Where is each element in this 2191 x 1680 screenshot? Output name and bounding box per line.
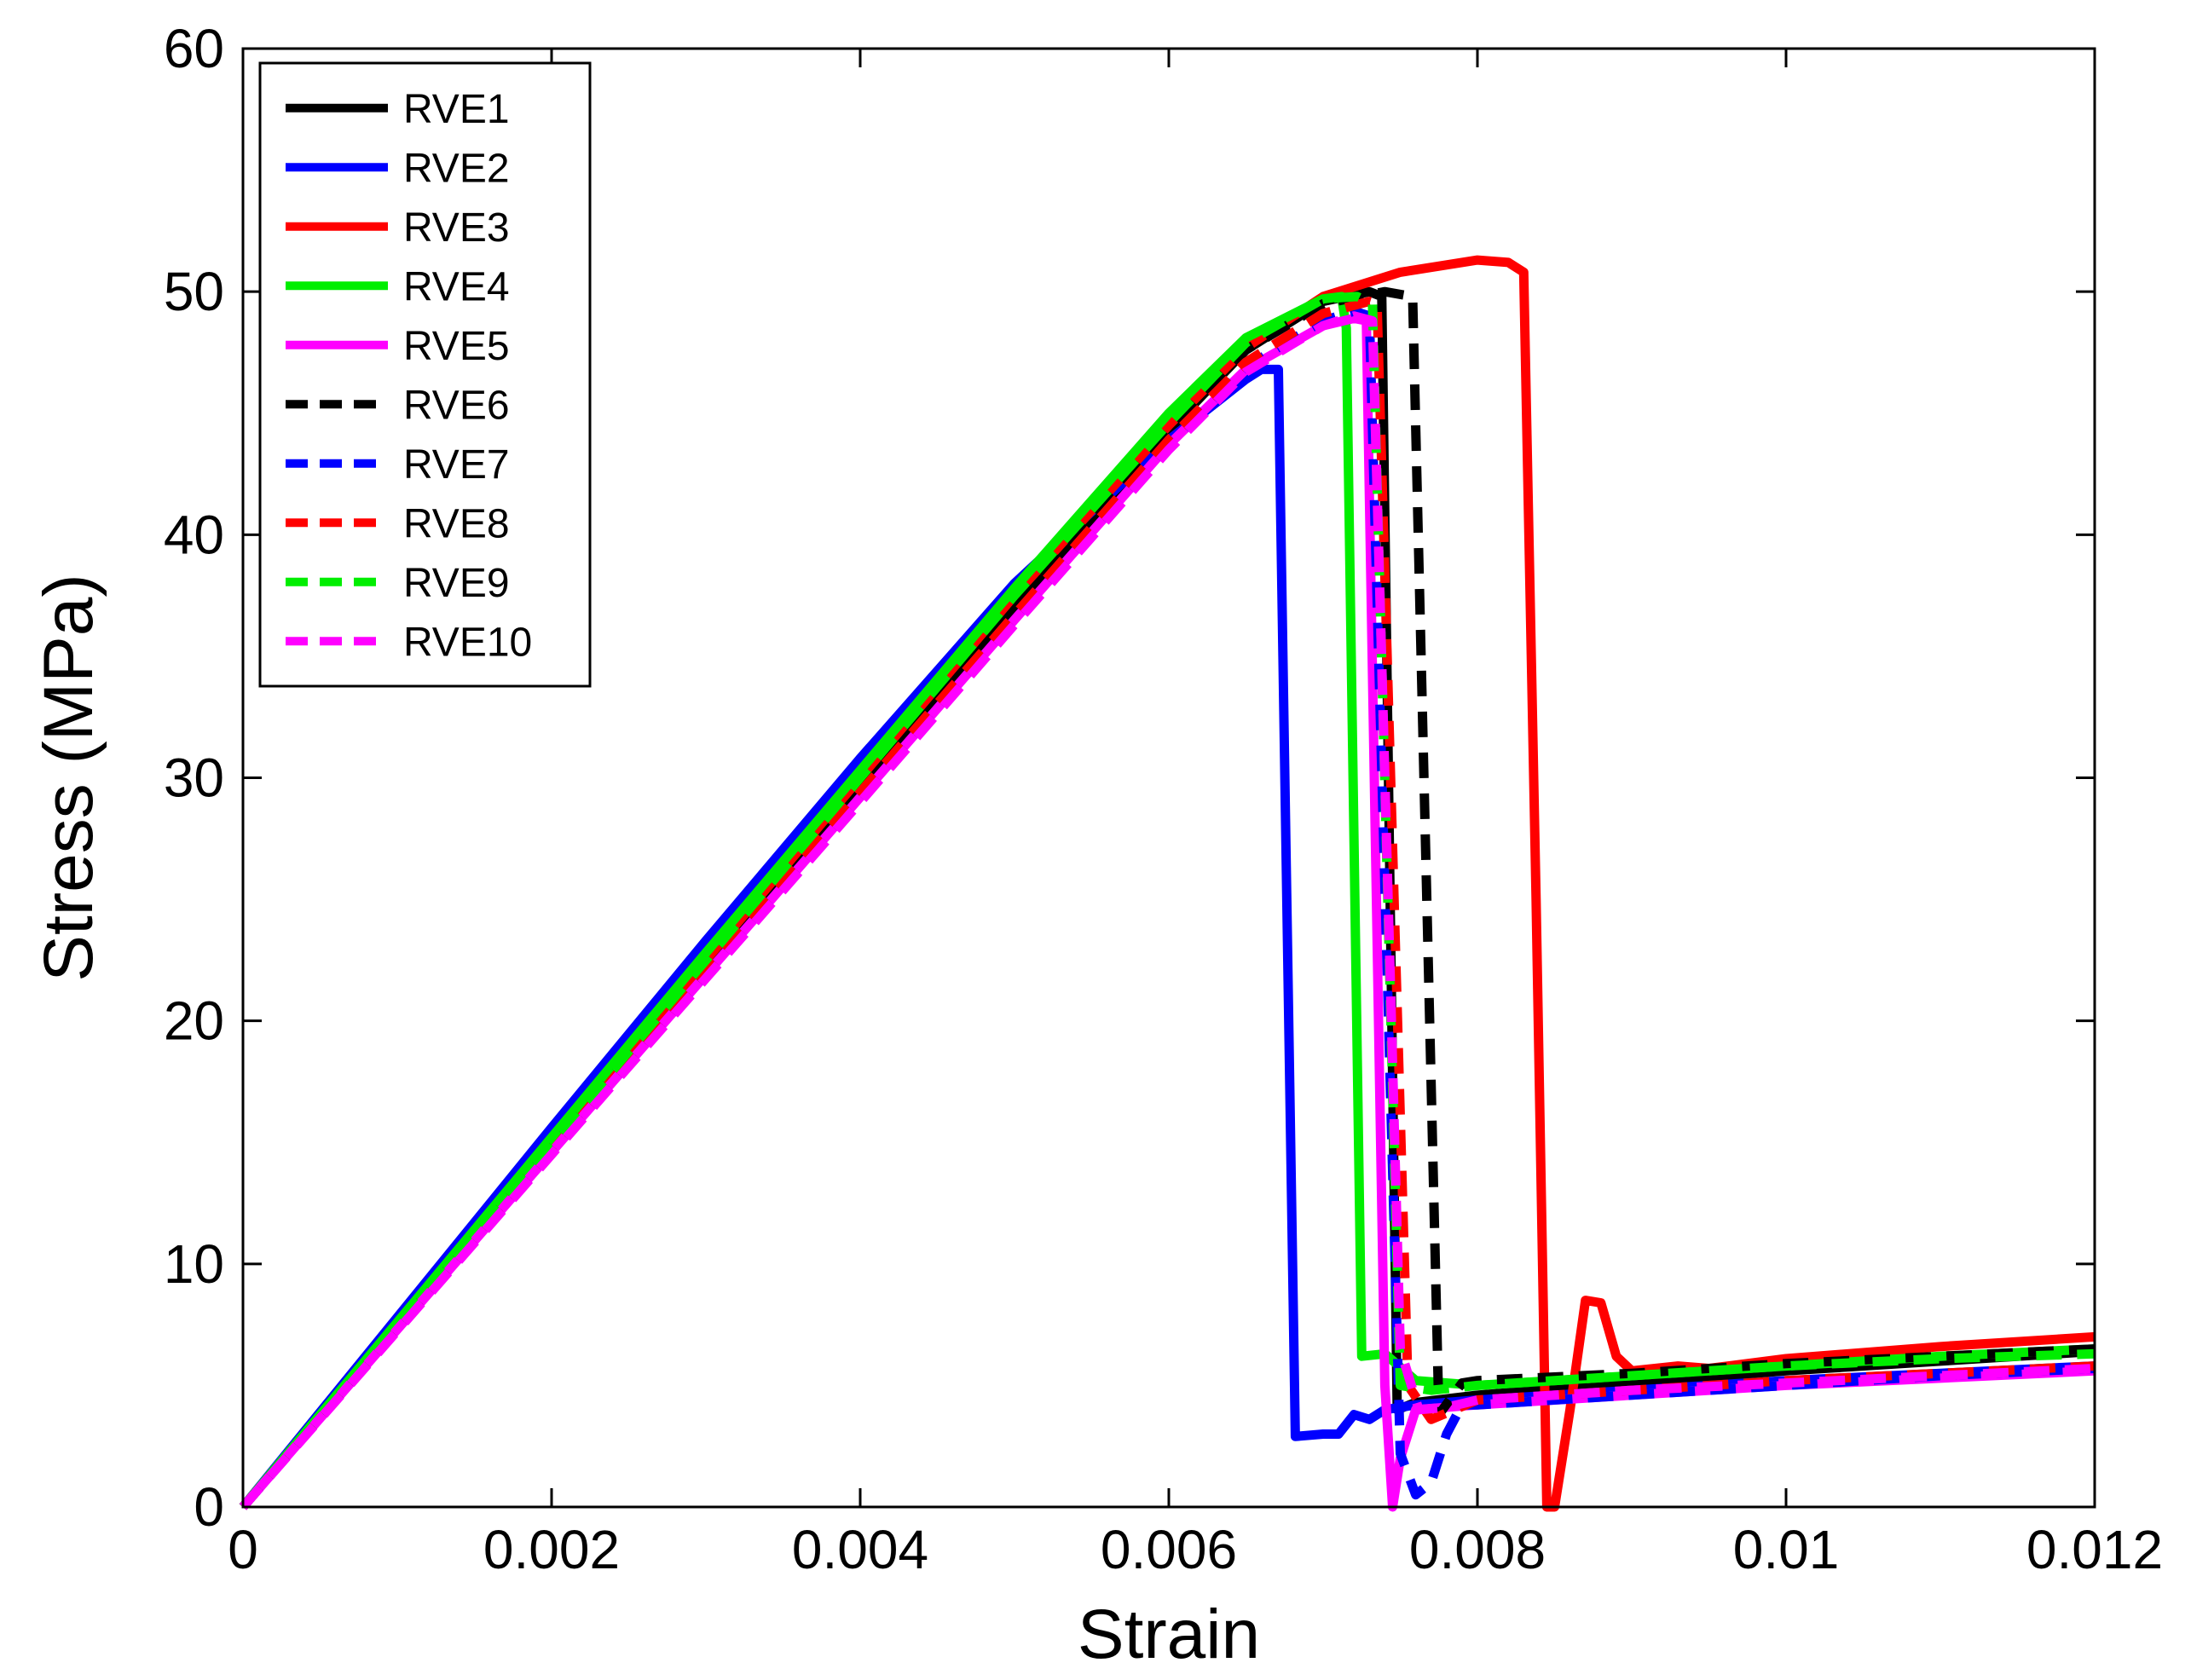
y-axis-title: Stress (MPa) [30,574,107,981]
legend-label: RVE2 [403,146,510,191]
axis-ticks [241,47,2096,1509]
x-tick-label: 0.006 [1101,1519,1237,1580]
x-axis-tick-labels: 0 0.002 0.004 0.006 0.008 0.01 0.012 [228,1519,2163,1580]
legend-items: RVE1 RVE2 RVE3 RVE4 RVE5 RVE6 RVE7 RVE8 RVE9 RVE1… [286,87,532,665]
x-tick-label: 0.012 [2026,1519,2163,1580]
legend-item-rve9: RVE9 [286,561,510,606]
legend-label: RVE7 [403,442,510,488]
y-tick-label: 30 [164,748,224,809]
legend-item-rve7: RVE7 [286,442,510,488]
y-axis-tick-labels: 0 10 20 30 40 50 60 [164,18,224,1538]
x-axis-title: Strain [1078,1596,1260,1673]
legend-item-rve10: RVE10 [286,620,532,665]
y-tick-label: 40 [164,504,224,565]
legend-item-rve3: RVE3 [286,205,510,251]
legend-label: RVE8 [403,501,510,546]
y-tick-label: 20 [164,990,224,1052]
legend-label: RVE5 [403,324,510,369]
x-tick-label: 0.004 [792,1519,928,1580]
legend-label: RVE1 [403,87,510,132]
legend-label: RVE3 [403,205,510,251]
legend: RVE1 RVE2 RVE3 RVE4 RVE5 RVE6 RVE7 RVE8 RVE9 RVE1… [258,61,592,688]
x-tick-label: 0.008 [1409,1519,1546,1580]
x-tick-label: 0.01 [1733,1519,1840,1580]
x-tick-label: 0 [228,1519,258,1580]
legend-item-rve6: RVE6 [286,383,510,428]
legend-item-rve2: RVE2 [286,146,510,191]
series-line-rve9 [239,292,2096,1510]
y-tick-label: 0 [194,1476,224,1538]
legend-label: RVE4 [403,264,510,309]
y-tick-label: 60 [164,18,224,79]
legend-item-rve5: RVE5 [286,324,510,369]
y-tick-label: 50 [164,261,224,322]
series-line-rve10 [239,311,2096,1510]
legend-label: RVE10 [403,620,532,665]
legend-item-rve4: RVE4 [286,264,510,309]
series-layer [239,255,2096,1512]
legend-item-rve8: RVE8 [286,501,510,546]
legend-item-rve1: RVE1 [286,87,510,132]
y-tick-label: 10 [164,1233,224,1295]
legend-label: RVE6 [403,383,510,428]
legend-label: RVE9 [403,561,510,606]
x-tick-label: 0.002 [483,1519,620,1580]
